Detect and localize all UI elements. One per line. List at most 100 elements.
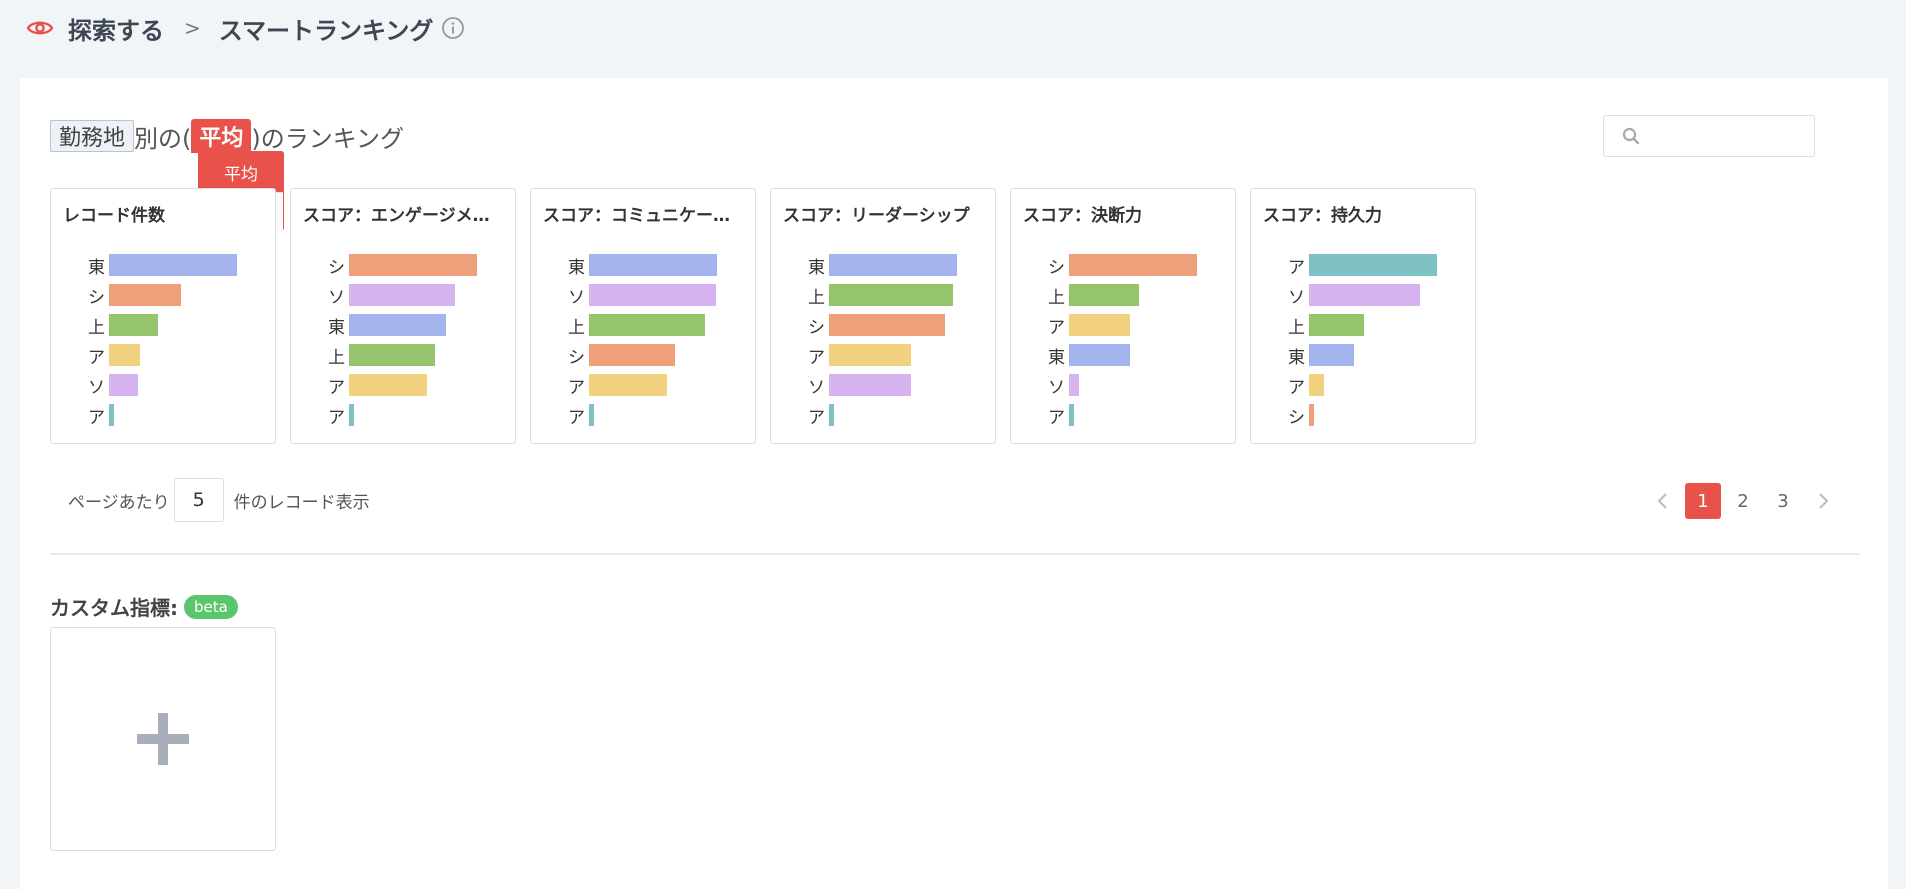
bar — [1309, 374, 1324, 396]
metric-card[interactable]: スコア：リーダーシップ東上シアソア — [770, 188, 996, 444]
search-input[interactable] — [1603, 115, 1815, 157]
bar-label: ア — [1288, 377, 1305, 398]
metric-card[interactable]: スコア：コミュニケー… 東ソ上シアア — [530, 188, 756, 444]
bar-row[interactable]: 上 — [87, 310, 237, 340]
metric-bars: 東上シアソア — [807, 250, 957, 430]
bar — [349, 344, 435, 366]
bar-label: 東 — [1288, 347, 1305, 368]
bar-row[interactable]: ア — [327, 370, 477, 400]
bar-row[interactable]: 東 — [1047, 340, 1197, 370]
bar-row[interactable]: ア — [567, 400, 717, 430]
bar — [349, 404, 354, 426]
bar-label: ア — [1288, 257, 1305, 278]
bar-row[interactable]: シ — [807, 310, 957, 340]
bar-row[interactable]: 東 — [807, 250, 957, 280]
bar-label: ア — [1048, 317, 1065, 338]
bar-row[interactable]: ソ — [807, 370, 957, 400]
bar-row[interactable]: ア — [807, 340, 957, 370]
eye-icon — [26, 21, 54, 35]
bar-row[interactable]: ア — [567, 370, 717, 400]
page-size-select[interactable]: 5 — [173, 478, 224, 522]
bar-label: シ — [568, 347, 585, 368]
metric-card[interactable]: スコア：エンゲージメ… シソ東上アア — [290, 188, 516, 444]
bar-row[interactable]: 東 — [1287, 340, 1437, 370]
next-page-button[interactable] — [1805, 483, 1841, 519]
bar-label: ア — [88, 347, 105, 368]
title-by-text: 別の( — [134, 124, 192, 153]
bar — [1309, 344, 1354, 366]
bar-row[interactable]: ソ — [567, 280, 717, 310]
bar-row[interactable]: 上 — [567, 310, 717, 340]
bar-row[interactable]: シ — [1287, 400, 1437, 430]
bar-row[interactable]: ア — [327, 400, 477, 430]
bar-row[interactable]: 上 — [807, 280, 957, 310]
breadcrumb-root[interactable]: 探索する — [68, 16, 164, 45]
bar — [109, 254, 237, 276]
metric-bars: シ上ア東ソア — [1047, 250, 1197, 430]
metric-card[interactable]: スコア：持久力アソ上東アシ — [1250, 188, 1476, 444]
page-2-button[interactable]: 2 — [1737, 490, 1749, 512]
bar-row[interactable]: ア — [807, 400, 957, 430]
bar-row[interactable]: 東 — [327, 310, 477, 340]
bar-row[interactable]: シ — [87, 280, 237, 310]
bar-label: ソ — [1288, 287, 1305, 308]
bar — [349, 314, 446, 336]
page-title: スマートランキング — [218, 16, 434, 45]
bar-label: シ — [808, 317, 825, 338]
bar-row[interactable]: シ — [327, 250, 477, 280]
bar-row[interactable]: 上 — [327, 340, 477, 370]
bar-label: シ — [88, 287, 105, 308]
per-page-suffix: 件のレコード表示 — [233, 492, 370, 513]
metric-card[interactable]: スコア：決断力シ上ア東ソア — [1010, 188, 1236, 444]
prev-page-button[interactable] — [1645, 483, 1681, 519]
bar-row[interactable]: ア — [1047, 310, 1197, 340]
bar — [109, 344, 140, 366]
aggregate-selector[interactable]: 平均 — [191, 119, 252, 153]
bar-row[interactable]: ア — [87, 340, 237, 370]
bar-row[interactable]: ソ — [1287, 280, 1437, 310]
bar-row[interactable]: ア — [1287, 250, 1437, 280]
search-icon — [1622, 127, 1640, 145]
bar-row[interactable]: ア — [1287, 370, 1437, 400]
bar-row[interactable]: ソ — [1047, 370, 1197, 400]
bar-row[interactable]: 東 — [87, 250, 237, 280]
bar — [829, 404, 834, 426]
bar — [589, 344, 675, 366]
metric-card[interactable]: レコード件数東シ上アソア — [50, 188, 276, 444]
metric-bars: 東ソ上シアア — [567, 250, 717, 430]
bar-row[interactable]: ソ — [327, 280, 477, 310]
page-1-button[interactable]: 1 — [1685, 483, 1721, 519]
bar-row[interactable]: ア — [87, 400, 237, 430]
bar-label: ソ — [568, 287, 585, 308]
bar-row[interactable]: 上 — [1047, 280, 1197, 310]
bar — [349, 374, 427, 396]
bar — [1309, 314, 1364, 336]
breadcrumb-bar: 探索する > スマートランキング — [0, 0, 1906, 56]
bar-label: 東 — [88, 257, 105, 278]
bar-label: ア — [568, 407, 585, 428]
bar-label: シ — [328, 257, 345, 278]
dimension-selector[interactable]: 勤務地 — [50, 120, 135, 152]
page-3-button[interactable]: 3 — [1777, 490, 1789, 512]
ranking-title: 勤務地 別の( 平均 )のランキング — [50, 118, 404, 154]
bar — [829, 314, 945, 336]
bar-row[interactable]: シ — [567, 340, 717, 370]
plus-icon — [137, 713, 189, 765]
dropdown-option-average[interactable]: 平均 — [199, 152, 283, 192]
bar-row[interactable]: ソ — [87, 370, 237, 400]
ranking-card: 勤務地 別の( 平均 )のランキング 平均 合計 レコード件数東シ上アソアスコア… — [20, 78, 1888, 889]
bar-label: シ — [1288, 407, 1305, 428]
info-icon[interactable] — [441, 16, 465, 40]
bar — [109, 404, 114, 426]
metric-title: スコア：リーダーシップ — [783, 206, 970, 226]
bar-row[interactable]: 東 — [567, 250, 717, 280]
bar-row[interactable]: 上 — [1287, 310, 1437, 340]
add-custom-metric-button[interactable] — [50, 627, 276, 851]
bar-row[interactable]: ア — [1047, 400, 1197, 430]
bar-label: ソ — [328, 287, 345, 308]
chevron-right-icon — [1819, 493, 1829, 509]
bar — [829, 344, 911, 366]
bar-row[interactable]: シ — [1047, 250, 1197, 280]
bar — [1309, 404, 1314, 426]
metric-bars: アソ上東アシ — [1287, 250, 1437, 430]
